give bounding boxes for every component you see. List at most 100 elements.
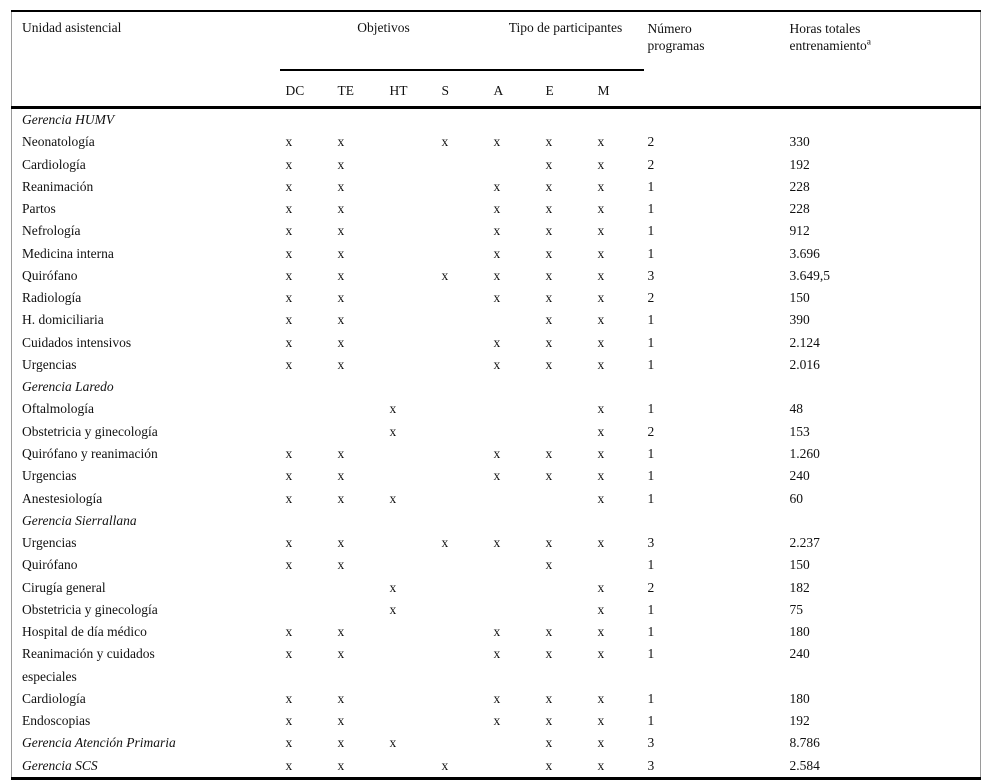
table-row: Cirugía general x x 2 182 bbox=[12, 577, 981, 599]
num-programs-cell: 1 bbox=[647, 624, 655, 640]
mark-cell-a: x bbox=[493, 267, 501, 283]
table-row: Quirófano x x x x x x 3 3.649,5 bbox=[12, 265, 981, 287]
table-row: Endoscopias x x x x x 1 192 bbox=[12, 710, 981, 732]
mark-cell-m: x bbox=[597, 223, 605, 239]
mark-cell-e: x bbox=[545, 312, 553, 328]
mark-cell-ht bbox=[384, 198, 436, 220]
unit-label: Quirófano y reanimación bbox=[22, 445, 158, 461]
num-programs-cell: 3 bbox=[647, 535, 655, 551]
mark-cell-e: x bbox=[545, 624, 553, 640]
mark-cell-ht bbox=[384, 554, 436, 576]
mark-cell-m: x bbox=[597, 423, 605, 439]
mark-cell-m: x bbox=[597, 334, 605, 350]
mark-cell-a: x bbox=[493, 468, 501, 484]
mark-cell-e: x bbox=[545, 201, 553, 217]
table-row: Quirófano x x x 1 150 bbox=[12, 554, 981, 576]
unit-label: Gerencia Sierrallana bbox=[22, 512, 137, 528]
hours-cell: 330 bbox=[789, 134, 810, 150]
table-row: Gerencia SCS x x x x x 3 2.584 bbox=[12, 755, 981, 779]
num-programs-cell: 3 bbox=[647, 267, 655, 283]
mark-cell-a: x bbox=[493, 356, 501, 372]
mark-cell-e: x bbox=[545, 468, 553, 484]
table-row: Hospital de día médico x x x x x 1 180 bbox=[12, 621, 981, 643]
mark-cell-m: x bbox=[597, 490, 605, 506]
mark-cell-a bbox=[488, 732, 540, 754]
unit-label: Obstetricia y ginecología bbox=[22, 423, 158, 439]
mark-cell-dc: x bbox=[285, 535, 293, 551]
mark-cell-e: x bbox=[545, 178, 553, 194]
mark-cell-dc: x bbox=[285, 690, 293, 706]
mark-cell-ht bbox=[384, 176, 436, 198]
mark-cell-ht bbox=[384, 220, 436, 242]
table-row: Urgencias x x x x x 1 240 bbox=[12, 465, 981, 487]
mark-cell-dc: x bbox=[285, 134, 293, 150]
horas-line1: Horas totales bbox=[789, 21, 861, 36]
mark-cell-m: x bbox=[597, 401, 605, 417]
column-group-objetivos: Objetivos bbox=[279, 11, 488, 71]
mark-cell-te: x bbox=[337, 178, 345, 194]
mark-cell-e: x bbox=[545, 156, 553, 172]
num-programs-cell: 3 bbox=[647, 735, 655, 751]
header-row-groups: Unidad asistencial Objetivos Tipo de par… bbox=[12, 11, 981, 71]
table-row: Cuidados intensivos x x x x x 1 2.124 bbox=[12, 332, 981, 354]
subcolumn-header-e: E bbox=[545, 83, 554, 98]
mark-cell-te: x bbox=[337, 490, 345, 506]
num-programs-cell: 1 bbox=[647, 557, 655, 573]
mark-cell-m: x bbox=[597, 201, 605, 217]
group-header-row: Gerencia Laredo bbox=[12, 376, 981, 398]
mark-cell-ht bbox=[384, 287, 436, 309]
mark-cell-te: x bbox=[337, 245, 345, 261]
mark-cell-s bbox=[436, 421, 488, 443]
mark-cell-te: x bbox=[337, 646, 345, 662]
num-programs-cell: 3 bbox=[647, 757, 655, 773]
num-programs-cell: 1 bbox=[647, 601, 655, 617]
mark-cell-a: x bbox=[493, 201, 501, 217]
mark-cell-a bbox=[488, 599, 540, 621]
mark-cell-s bbox=[436, 243, 488, 265]
mark-cell-te: x bbox=[337, 757, 345, 773]
group-header-row: Gerencia Sierrallana bbox=[12, 510, 981, 532]
num-programs-cell: 1 bbox=[647, 312, 655, 328]
mark-cell-s bbox=[436, 443, 488, 465]
mark-cell-dc: x bbox=[285, 267, 293, 283]
mark-cell-te bbox=[332, 577, 384, 599]
mark-cell-m: x bbox=[597, 757, 605, 773]
hours-cell: 192 bbox=[789, 713, 810, 729]
hours-cell: 153 bbox=[789, 423, 810, 439]
hours-cell: 8.786 bbox=[789, 735, 820, 751]
hours-cell: 228 bbox=[789, 201, 810, 217]
mark-cell-m: x bbox=[597, 156, 605, 172]
mark-cell-ht bbox=[384, 131, 436, 153]
mark-cell-s bbox=[436, 688, 488, 710]
unit-label: Radiología bbox=[22, 290, 82, 306]
mark-cell-m: x bbox=[597, 134, 605, 150]
unit-label: Endoscopias bbox=[22, 713, 91, 729]
mark-cell-m: x bbox=[597, 468, 605, 484]
mark-cell-m: x bbox=[597, 312, 605, 328]
hours-cell: 60 bbox=[789, 490, 804, 506]
mark-cell-te bbox=[332, 398, 384, 420]
table-row: Partos x x x x x 1 228 bbox=[12, 198, 981, 220]
mark-cell-dc: x bbox=[285, 156, 293, 172]
hours-cell: 2.124 bbox=[789, 334, 820, 350]
table-row: Anestesiología x x x x 1 60 bbox=[12, 488, 981, 510]
mark-cell-te: x bbox=[337, 690, 345, 706]
mark-cell-te: x bbox=[337, 735, 345, 751]
mark-cell-te: x bbox=[337, 134, 345, 150]
hours-cell: 2.016 bbox=[789, 356, 820, 372]
mark-cell-e: x bbox=[545, 735, 553, 751]
mark-cell-ht: x bbox=[389, 579, 397, 595]
hours-cell: 3.696 bbox=[789, 245, 820, 261]
num-programs-cell: 1 bbox=[647, 334, 655, 350]
numero-line1: Número bbox=[647, 21, 692, 36]
mark-cell-dc: x bbox=[285, 490, 293, 506]
mark-cell-m: x bbox=[597, 646, 605, 662]
hours-cell: 150 bbox=[789, 290, 810, 306]
hours-cell: 228 bbox=[789, 178, 810, 194]
hours-cell: 48 bbox=[789, 401, 804, 417]
mark-cell-ht bbox=[384, 243, 436, 265]
unit-label: Partos bbox=[22, 201, 56, 217]
table-body: Gerencia HUMV Neonatología x x x x x x 2 330 Cardi… bbox=[11, 106, 981, 779]
mark-cell-a: x bbox=[493, 713, 501, 729]
hours-cell: 3.649,5 bbox=[789, 267, 831, 283]
